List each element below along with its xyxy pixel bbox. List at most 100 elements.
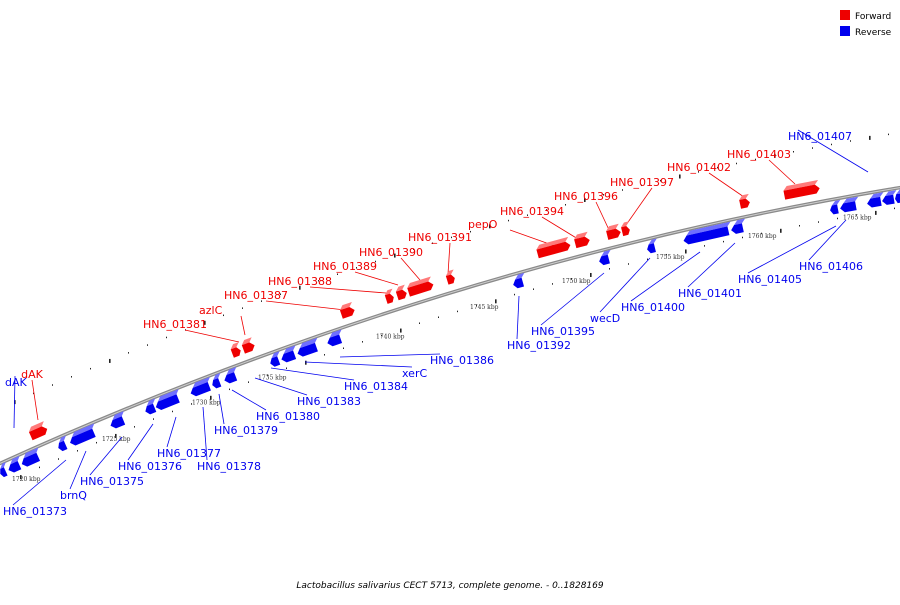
gene-forward[interactable] — [240, 337, 256, 354]
gene-label-forward[interactable]: HN6_01387 — [224, 289, 288, 302]
gene-reverse[interactable] — [866, 192, 886, 208]
tick-dot-lower — [495, 299, 497, 304]
gene-top-face — [112, 411, 124, 421]
gene-label-forward[interactable]: HN6_01381 — [143, 318, 207, 331]
gene-reverse[interactable] — [682, 221, 734, 246]
gene-reverse[interactable] — [221, 366, 241, 385]
gene-reverse[interactable] — [839, 196, 861, 213]
tick-dot-upper — [52, 384, 53, 386]
gene-forward[interactable] — [535, 236, 571, 259]
gene-label-reverse[interactable]: HN6_01401 — [678, 287, 742, 300]
gene-label-forward[interactable]: HN6_01389 — [313, 260, 377, 273]
gene-forward[interactable] — [27, 421, 49, 441]
gene-forward[interactable] — [339, 301, 356, 319]
gene-reverse[interactable] — [188, 376, 215, 398]
gene-label-forward[interactable]: HN6_01394 — [500, 205, 564, 218]
gene-reverse[interactable] — [107, 411, 129, 430]
gene-forward[interactable] — [573, 231, 591, 249]
gene-label-reverse[interactable]: wecD — [590, 312, 620, 325]
gene-reverse[interactable] — [55, 435, 71, 452]
gene-forward[interactable] — [384, 288, 397, 304]
gene-body — [513, 277, 525, 289]
tick-dot-upper — [166, 336, 167, 339]
tick-dot-lower — [286, 367, 287, 369]
gene-reverse[interactable] — [142, 398, 160, 415]
gene-forward[interactable] — [605, 223, 622, 240]
gene-label-reverse[interactable]: HN6_01400 — [621, 301, 685, 314]
gene-label-forward[interactable]: HN6_01391 — [408, 231, 472, 244]
gene-label-reverse[interactable]: HN6_01375 — [80, 475, 144, 488]
reverse-label-connector — [540, 272, 605, 326]
gene-label-reverse[interactable]: HN6_01378 — [197, 460, 261, 473]
gene-forward[interactable] — [229, 342, 243, 358]
gene-label-forward[interactable]: HN6_01396 — [554, 190, 618, 203]
gene-top-face — [23, 447, 39, 459]
gene-label-forward[interactable]: azlC — [199, 304, 223, 317]
gene-top-face — [157, 388, 179, 402]
gene-label-reverse[interactable]: HN6_01376 — [118, 460, 182, 473]
axis-tick-label: 1735 kbp — [258, 374, 287, 381]
gene-reverse[interactable] — [645, 238, 660, 254]
gene-forward[interactable] — [620, 221, 632, 237]
reverse-label-connector — [747, 225, 837, 274]
gene-label-forward[interactable]: HN6_01390 — [359, 246, 423, 259]
tick-dot-lower — [419, 322, 420, 324]
reverse-label-connector — [270, 367, 355, 381]
gene-body — [8, 461, 22, 473]
gene-label-reverse[interactable]: HN6_01386 — [430, 354, 494, 367]
gene-reverse[interactable] — [153, 388, 184, 411]
gene-label-forward[interactable]: pepO — [468, 218, 498, 231]
gene-reverse[interactable] — [279, 345, 300, 363]
gene-label-reverse[interactable]: HN6_01395 — [531, 325, 595, 338]
tick-dot-lower — [799, 224, 800, 227]
gene-label-reverse[interactable]: HN6_01405 — [738, 273, 802, 286]
gene-label-reverse[interactable]: HN6_01406 — [799, 260, 863, 273]
gene-top-face — [515, 272, 525, 280]
gene-label-forward[interactable]: HN6_01397 — [610, 176, 674, 189]
gene-label-reverse[interactable]: HN6_01377 — [157, 447, 221, 460]
tick-dot-upper — [204, 320, 206, 325]
tick-dot-upper — [375, 260, 376, 263]
gene-forward[interactable] — [783, 179, 821, 200]
gene-forward[interactable] — [738, 193, 751, 209]
gene-reverse[interactable] — [0, 461, 11, 478]
tick-dot-upper — [432, 242, 433, 245]
gene-label-reverse[interactable]: brnQ — [60, 489, 87, 502]
gene-reverse[interactable] — [325, 329, 346, 347]
gene-reverse[interactable] — [511, 272, 528, 289]
gene-reverse[interactable] — [67, 423, 100, 447]
gene-reverse[interactable] — [295, 337, 322, 358]
gene-label-forward[interactable]: HN6_01403 — [727, 148, 791, 161]
backbone-arc-highlight — [0, 187, 900, 465]
gene-reverse[interactable] — [267, 351, 284, 368]
gene-label-reverse[interactable]: HN6_01373 — [3, 505, 67, 518]
tick-dot-lower — [704, 245, 705, 247]
gene-reverse[interactable] — [881, 190, 899, 205]
gene-label-forward[interactable]: dAK — [21, 368, 44, 381]
gene-reverse[interactable] — [5, 455, 25, 474]
tick-dot-upper — [831, 143, 832, 146]
gene-label-reverse[interactable]: xerC — [402, 367, 427, 380]
tick-dot-upper — [793, 150, 794, 153]
gene-label-reverse[interactable]: HN6_01407 — [788, 130, 852, 143]
gene-label-reverse[interactable]: HN6_01379 — [214, 424, 278, 437]
gene-body — [574, 236, 590, 249]
gene-label-reverse[interactable]: HN6_01380 — [256, 410, 320, 423]
gene-reverse[interactable] — [829, 199, 843, 215]
gene-forward[interactable] — [406, 276, 435, 297]
reverse-label-connector — [630, 251, 701, 302]
gene-label-reverse[interactable]: HN6_01392 — [507, 339, 571, 352]
gene-label-reverse[interactable]: HN6_01383 — [297, 395, 361, 408]
gene-label-reverse[interactable]: dAK — [5, 376, 28, 389]
gene-label-forward[interactable]: HN6_01388 — [268, 275, 332, 288]
gene-forward[interactable] — [445, 269, 458, 285]
gene-label-reverse[interactable]: HN6_01384 — [344, 380, 408, 393]
gene-label-forward[interactable]: HN6_01402 — [667, 161, 731, 174]
gene-reverse[interactable] — [729, 218, 747, 235]
gene-forward[interactable] — [395, 284, 409, 301]
gene-reverse[interactable] — [597, 249, 614, 266]
tick-dot-upper — [717, 166, 718, 169]
gene-reverse[interactable] — [209, 372, 225, 389]
tick-dot-upper — [736, 162, 737, 165]
gene-reverse[interactable] — [18, 447, 43, 468]
